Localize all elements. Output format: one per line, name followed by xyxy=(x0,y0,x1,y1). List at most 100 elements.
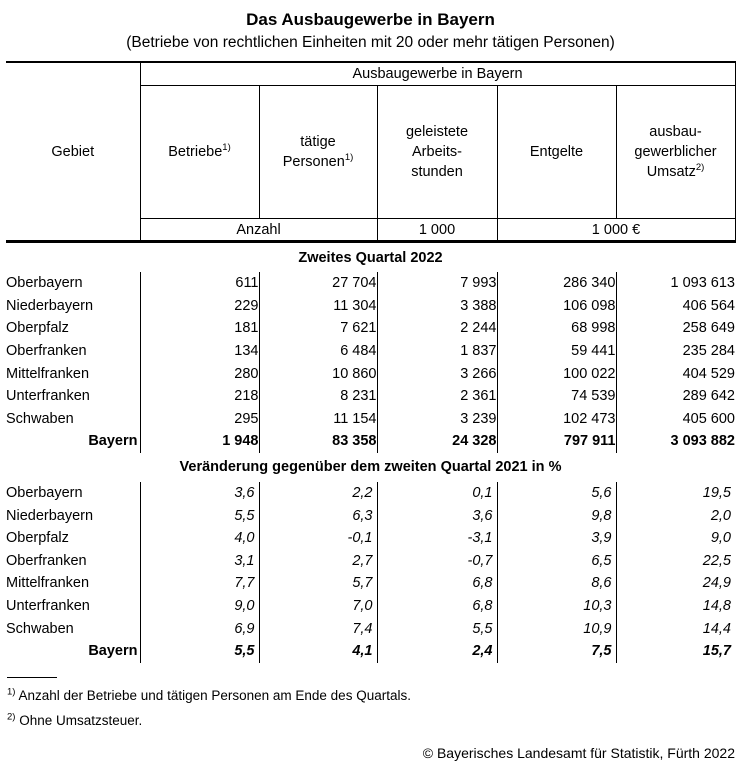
value-cell: 3 093 882 xyxy=(670,433,735,450)
region-label: Mittelfranken xyxy=(6,572,141,595)
column-header-personen-line2: Personen xyxy=(282,154,345,170)
table-row: Oberbayern 611 27 704 7 993 286 340 1 093 613 xyxy=(6,272,735,295)
section-title: Zweites Quartal 2022 xyxy=(298,249,443,266)
value-cell: 10,3 xyxy=(497,594,617,618)
total-row: Bayern 1 948 83 358 24 328 797 911 3 093 882 xyxy=(6,430,735,453)
footnote-separator xyxy=(7,676,57,678)
table-row: Unterfranken 9,0 7,0 6,8 10,3 14,8 xyxy=(6,594,735,618)
value-cell: 11 154 xyxy=(259,407,378,431)
region-label: Niederbayern xyxy=(6,294,141,318)
column-header-umsatz-line3: Umsatz xyxy=(646,164,696,180)
value-cell: 3,6 xyxy=(377,504,498,527)
value-cell: 7,0 xyxy=(259,594,378,618)
value-cell: 2 361 xyxy=(377,384,498,408)
value-cell: 797 911 xyxy=(497,430,617,453)
value-cell: 14,8 xyxy=(702,598,731,615)
value-cell: 134 xyxy=(140,339,260,363)
value-cell: 295 xyxy=(140,407,260,431)
region-label: Bayern xyxy=(6,430,141,453)
statistics-table: Gebiet Ausbaugewerbe in Bayern Betriebe1… xyxy=(6,61,736,663)
value-cell: 106 098 xyxy=(497,294,617,318)
value-cell: 1 093 613 xyxy=(670,275,735,292)
region-label: Oberfranken xyxy=(6,549,141,573)
column-header-umsatz: ausbau- gewerblicher Umsatz2) xyxy=(616,85,736,219)
value-cell: 11 304 xyxy=(259,294,378,318)
value-cell: 59 441 xyxy=(497,339,617,363)
section-title: Veränderung gegenüber dem zweiten Quarta… xyxy=(179,459,562,476)
table-row: Unterfranken 218 8 231 2 361 74 539 289 642 xyxy=(6,384,735,408)
value-cell: 235 284 xyxy=(682,343,735,360)
total-row: Bayern 5,5 4,1 2,4 7,5 15,7 xyxy=(6,639,735,663)
column-header-arbeitsstunden: geleistete Arbeits- stunden xyxy=(377,85,498,219)
value-cell: 404 529 xyxy=(682,365,735,382)
column-header-row: Betriebe1) tätige Personen1) geleistete … xyxy=(6,85,736,219)
value-cell: 9,0 xyxy=(710,530,731,547)
value-cell: 7 621 xyxy=(259,317,378,340)
table-row: Schwaben 6,9 7,4 5,5 10,9 14,4 xyxy=(6,617,735,640)
value-cell: 1 837 xyxy=(377,339,498,363)
value-cell: -0,1 xyxy=(259,526,378,550)
value-cell: 7 993 xyxy=(377,272,498,295)
footnote-ref-1: 1) xyxy=(344,152,354,164)
table-body: Zweites Quartal 2022 Oberbayern 611 27 704 7… xyxy=(6,242,735,663)
column-header-arbeitsstunden-line2: Arbeits- xyxy=(412,144,462,160)
footnote-1-text: Anzahl der Betriebe und tätigen Personen… xyxy=(18,687,411,703)
column-header-personen: tätige Personen1) xyxy=(259,85,378,219)
value-cell: 5,5 xyxy=(140,639,260,663)
section-title-row: Veränderung gegenüber dem zweiten Quarta… xyxy=(6,453,735,482)
value-cell: -3,1 xyxy=(377,526,498,550)
region-label: Oberfranken xyxy=(6,339,141,363)
value-cell: 405 600 xyxy=(682,410,735,427)
footnote-2-text: Ohne Umsatzsteuer. xyxy=(19,712,143,728)
value-cell: 611 xyxy=(140,272,260,295)
footnote-1: 1) Anzahl der Betriebe und tätigen Perso… xyxy=(7,687,735,703)
value-cell: 3,9 xyxy=(497,526,617,550)
column-header-personen-line1: tätige xyxy=(300,134,336,150)
column-header-gebiet: Gebiet xyxy=(6,62,141,243)
value-cell: 6,9 xyxy=(140,617,260,640)
value-cell: 280 xyxy=(140,362,260,385)
table-row: Oberbayern 3,6 2,2 0,1 5,6 19,5 xyxy=(6,481,735,505)
value-cell: 9,0 xyxy=(140,594,260,618)
units-row: Anzahl 1 000 1 000 € xyxy=(6,218,736,243)
region-label: Oberpfalz xyxy=(6,526,141,550)
table-row: Oberfranken 3,1 2,7 -0,7 6,5 22,5 xyxy=(6,549,735,573)
page-title: Das Ausbaugewerbe in Bayern xyxy=(246,10,495,29)
value-cell: 7,7 xyxy=(140,572,260,595)
value-cell: 6,8 xyxy=(377,594,498,618)
column-header-betriebe-label: Betriebe xyxy=(168,144,223,160)
value-cell: 24,9 xyxy=(702,575,731,592)
table-row: Mittelfranken 7,7 5,7 6,8 8,6 24,9 xyxy=(6,572,735,595)
value-cell: 6,8 xyxy=(377,572,498,595)
value-cell: 74 539 xyxy=(497,384,617,408)
value-cell: 5,6 xyxy=(497,481,617,505)
value-cell: 10 860 xyxy=(259,362,378,385)
column-header-umsatz-line2: gewerblicher xyxy=(634,144,717,160)
value-cell: 258 649 xyxy=(682,320,735,337)
page-subtitle: (Betriebe von rechtlichen Einheiten mit … xyxy=(126,34,615,51)
value-cell: 83 358 xyxy=(259,430,378,453)
column-header-arbeitsstunden-line3: stunden xyxy=(411,164,463,180)
region-label: Oberbayern xyxy=(6,481,141,505)
value-cell: 5,5 xyxy=(377,617,498,640)
value-cell: 406 564 xyxy=(682,297,735,314)
value-cell: 286 340 xyxy=(497,272,617,295)
region-label: Schwaben xyxy=(6,617,141,640)
unit-tausend: 1 000 xyxy=(377,218,498,243)
value-cell: 6,5 xyxy=(497,549,617,573)
table-row: Mittelfranken 280 10 860 3 266 100 022 404 52… xyxy=(6,362,735,385)
value-cell: 5,7 xyxy=(259,572,378,595)
table-row: Schwaben 295 11 154 3 239 102 473 405 600 xyxy=(6,407,735,431)
region-label: Schwaben xyxy=(6,407,141,431)
region-label: Bayern xyxy=(6,639,141,663)
span-header-ausbaugewerbe: Ausbaugewerbe in Bayern xyxy=(140,62,736,86)
value-cell: 9,8 xyxy=(497,504,617,527)
value-cell: 1 948 xyxy=(140,430,260,453)
column-header-betriebe: Betriebe1) xyxy=(140,85,260,219)
column-header-umsatz-line1: ausbau- xyxy=(649,124,702,140)
footnote-2-marker: 2) xyxy=(7,711,16,722)
copyright-notice: © Bayerisches Landesamt für Statistik, F… xyxy=(422,744,735,761)
value-cell: 7,5 xyxy=(497,639,617,663)
unit-tausend-euro: 1 000 € xyxy=(497,218,736,243)
